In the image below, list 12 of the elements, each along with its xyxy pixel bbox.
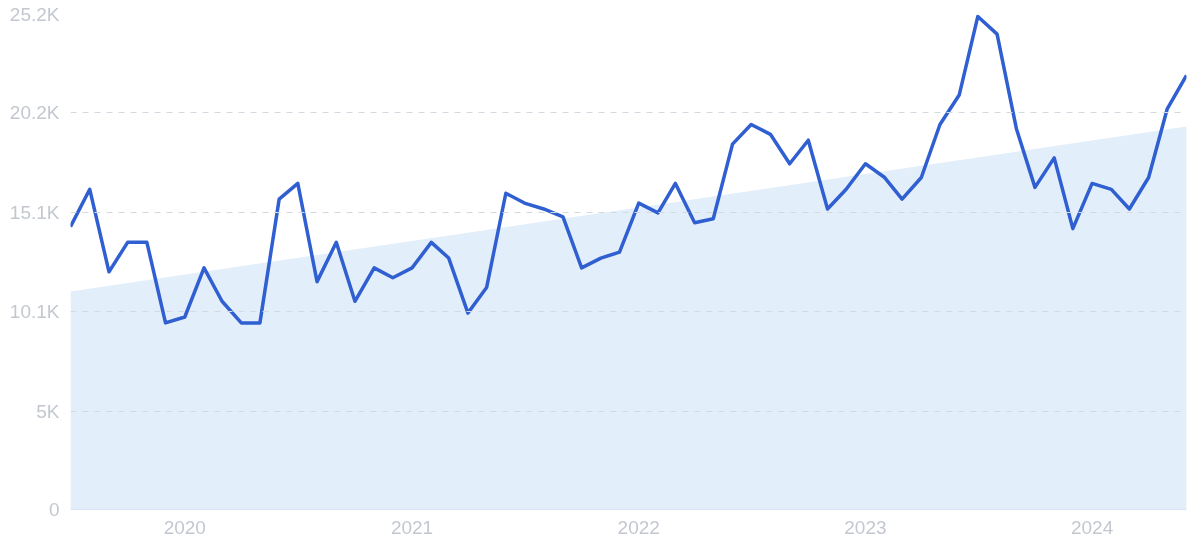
y-tick-label: 10.1K (9, 300, 60, 322)
y-tick-label: 0 (48, 499, 60, 520)
x-tick-label: 2022 (617, 516, 660, 538)
x-tick-label: 2024 (1070, 516, 1114, 538)
y-tick-label: 25.2K (9, 4, 60, 25)
y-tick-label: 5K (36, 400, 60, 422)
y-tick-label: 20.2K (9, 102, 60, 124)
line-series (70, 14, 1187, 325)
x-tick-label: 2023 (844, 516, 887, 538)
x-tick-label: 2021 (390, 516, 434, 538)
y-tick-label: 15.1K (9, 202, 60, 224)
x-tick-label: 2020 (163, 516, 206, 538)
